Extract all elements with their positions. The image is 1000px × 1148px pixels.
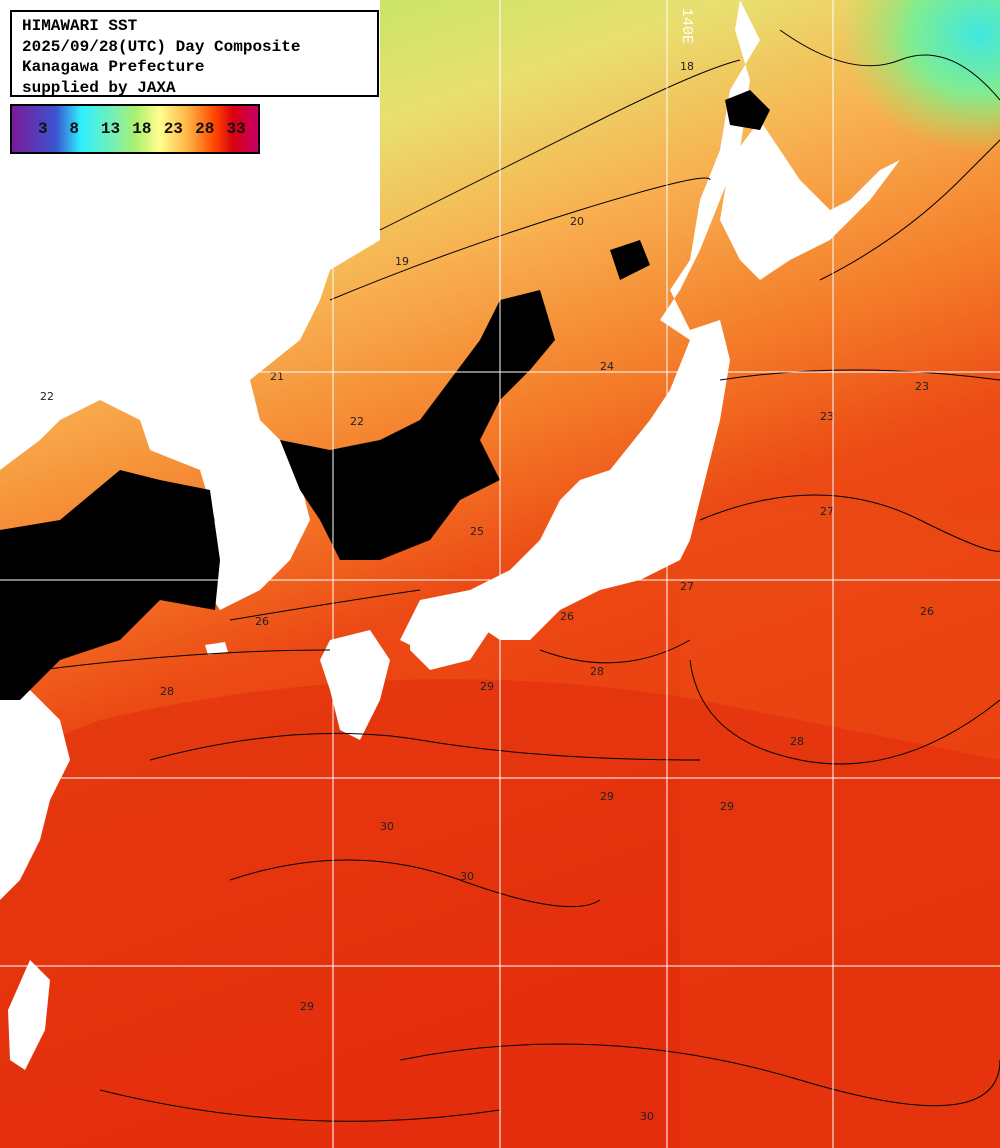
cloud-north-2 [610, 240, 650, 280]
grid-label-40n: 40N [16, 354, 43, 371]
contour-line [779, 29, 1000, 101]
title-box: HIMAWARI SST 2025/09/28(UTC) Day Composi… [10, 10, 379, 97]
contour-line [39, 649, 331, 671]
grid-label-30n: 30N [24, 761, 51, 778]
contour-label: 30 [640, 1110, 654, 1123]
contour-label: 23 [820, 410, 834, 423]
contour-line [149, 732, 701, 761]
sst-contours [39, 29, 1000, 1122]
contour-label: 29 [300, 1000, 314, 1013]
title-line: HIMAWARI SST [22, 17, 138, 35]
grid-label-140e: 140E [678, 8, 695, 44]
cloud-north [725, 90, 770, 130]
contour-label: 28 [790, 735, 804, 748]
contour-line [329, 177, 711, 301]
contour-label: 27 [680, 580, 694, 593]
contour-label: 25 [470, 525, 484, 538]
land-east-china [0, 690, 70, 900]
title-line: 2025/09/28(UTC) Day Composite [22, 37, 301, 56]
contour-line [229, 859, 601, 908]
cold-water [600, 0, 1000, 340]
contour-line [399, 1043, 1000, 1107]
land-taiwan [8, 960, 50, 1070]
contour-label: 23 [915, 380, 929, 393]
cloud-yellow-sea [0, 470, 220, 700]
land-jeju [205, 642, 228, 655]
colorbar-label: 13 [100, 120, 121, 138]
contour-label: 20 [570, 215, 584, 228]
contour-line [229, 589, 421, 621]
contour-label: 27 [820, 505, 834, 518]
title-line: Kanagawa Prefecture [22, 58, 205, 76]
title-line: supplied by JAXA [22, 78, 176, 97]
land-honshu-north [400, 0, 760, 650]
contour-label: 22 [350, 415, 364, 428]
contour-label: 29 [600, 790, 614, 803]
colorbar-label: 18 [132, 120, 152, 138]
contour-line [819, 139, 1000, 281]
contour-label: 24 [600, 360, 614, 373]
contour-label: 28 [160, 685, 174, 698]
contour-line [689, 659, 1000, 765]
color-scale-legend: 3 8 13 18 23 28 33 [10, 104, 260, 154]
colorbar-label: 8 [69, 120, 80, 138]
contour-label: 26 [560, 610, 574, 623]
contour-label: 26 [920, 605, 934, 618]
land-hokkaido [720, 120, 900, 280]
colorbar-label: 33 [226, 120, 246, 138]
contour-label: 19 [395, 255, 409, 268]
contour-label: 26 [255, 615, 269, 628]
contour-line [379, 59, 741, 231]
colorbar-label: 3 [38, 120, 48, 138]
contour-line [539, 639, 691, 664]
contour-label: 29 [720, 800, 734, 813]
contour-label: 28 [590, 665, 604, 678]
contour-line [699, 494, 1000, 552]
contour-label: 22 [40, 390, 54, 403]
contour-label: 18 [680, 60, 694, 73]
contour-line [99, 1089, 501, 1122]
land-kyushu [320, 630, 390, 740]
contour-label: 30 [460, 870, 474, 883]
contour-label: 21 [270, 370, 284, 383]
colorbar-label: 23 [163, 120, 183, 138]
contour-label: 30 [380, 820, 394, 833]
contour-labels: 18 19 20 21 22 22 23 23 24 25 26 26 26 27 27 28 28 28 29 29… [40, 60, 934, 1123]
colorbar-label: 28 [195, 120, 215, 138]
land-shikoku [410, 610, 490, 670]
cloud-mask [0, 90, 770, 700]
contour-line [719, 369, 1000, 381]
cloud-japan-sea [280, 290, 555, 560]
contour-label: 29 [480, 680, 494, 693]
